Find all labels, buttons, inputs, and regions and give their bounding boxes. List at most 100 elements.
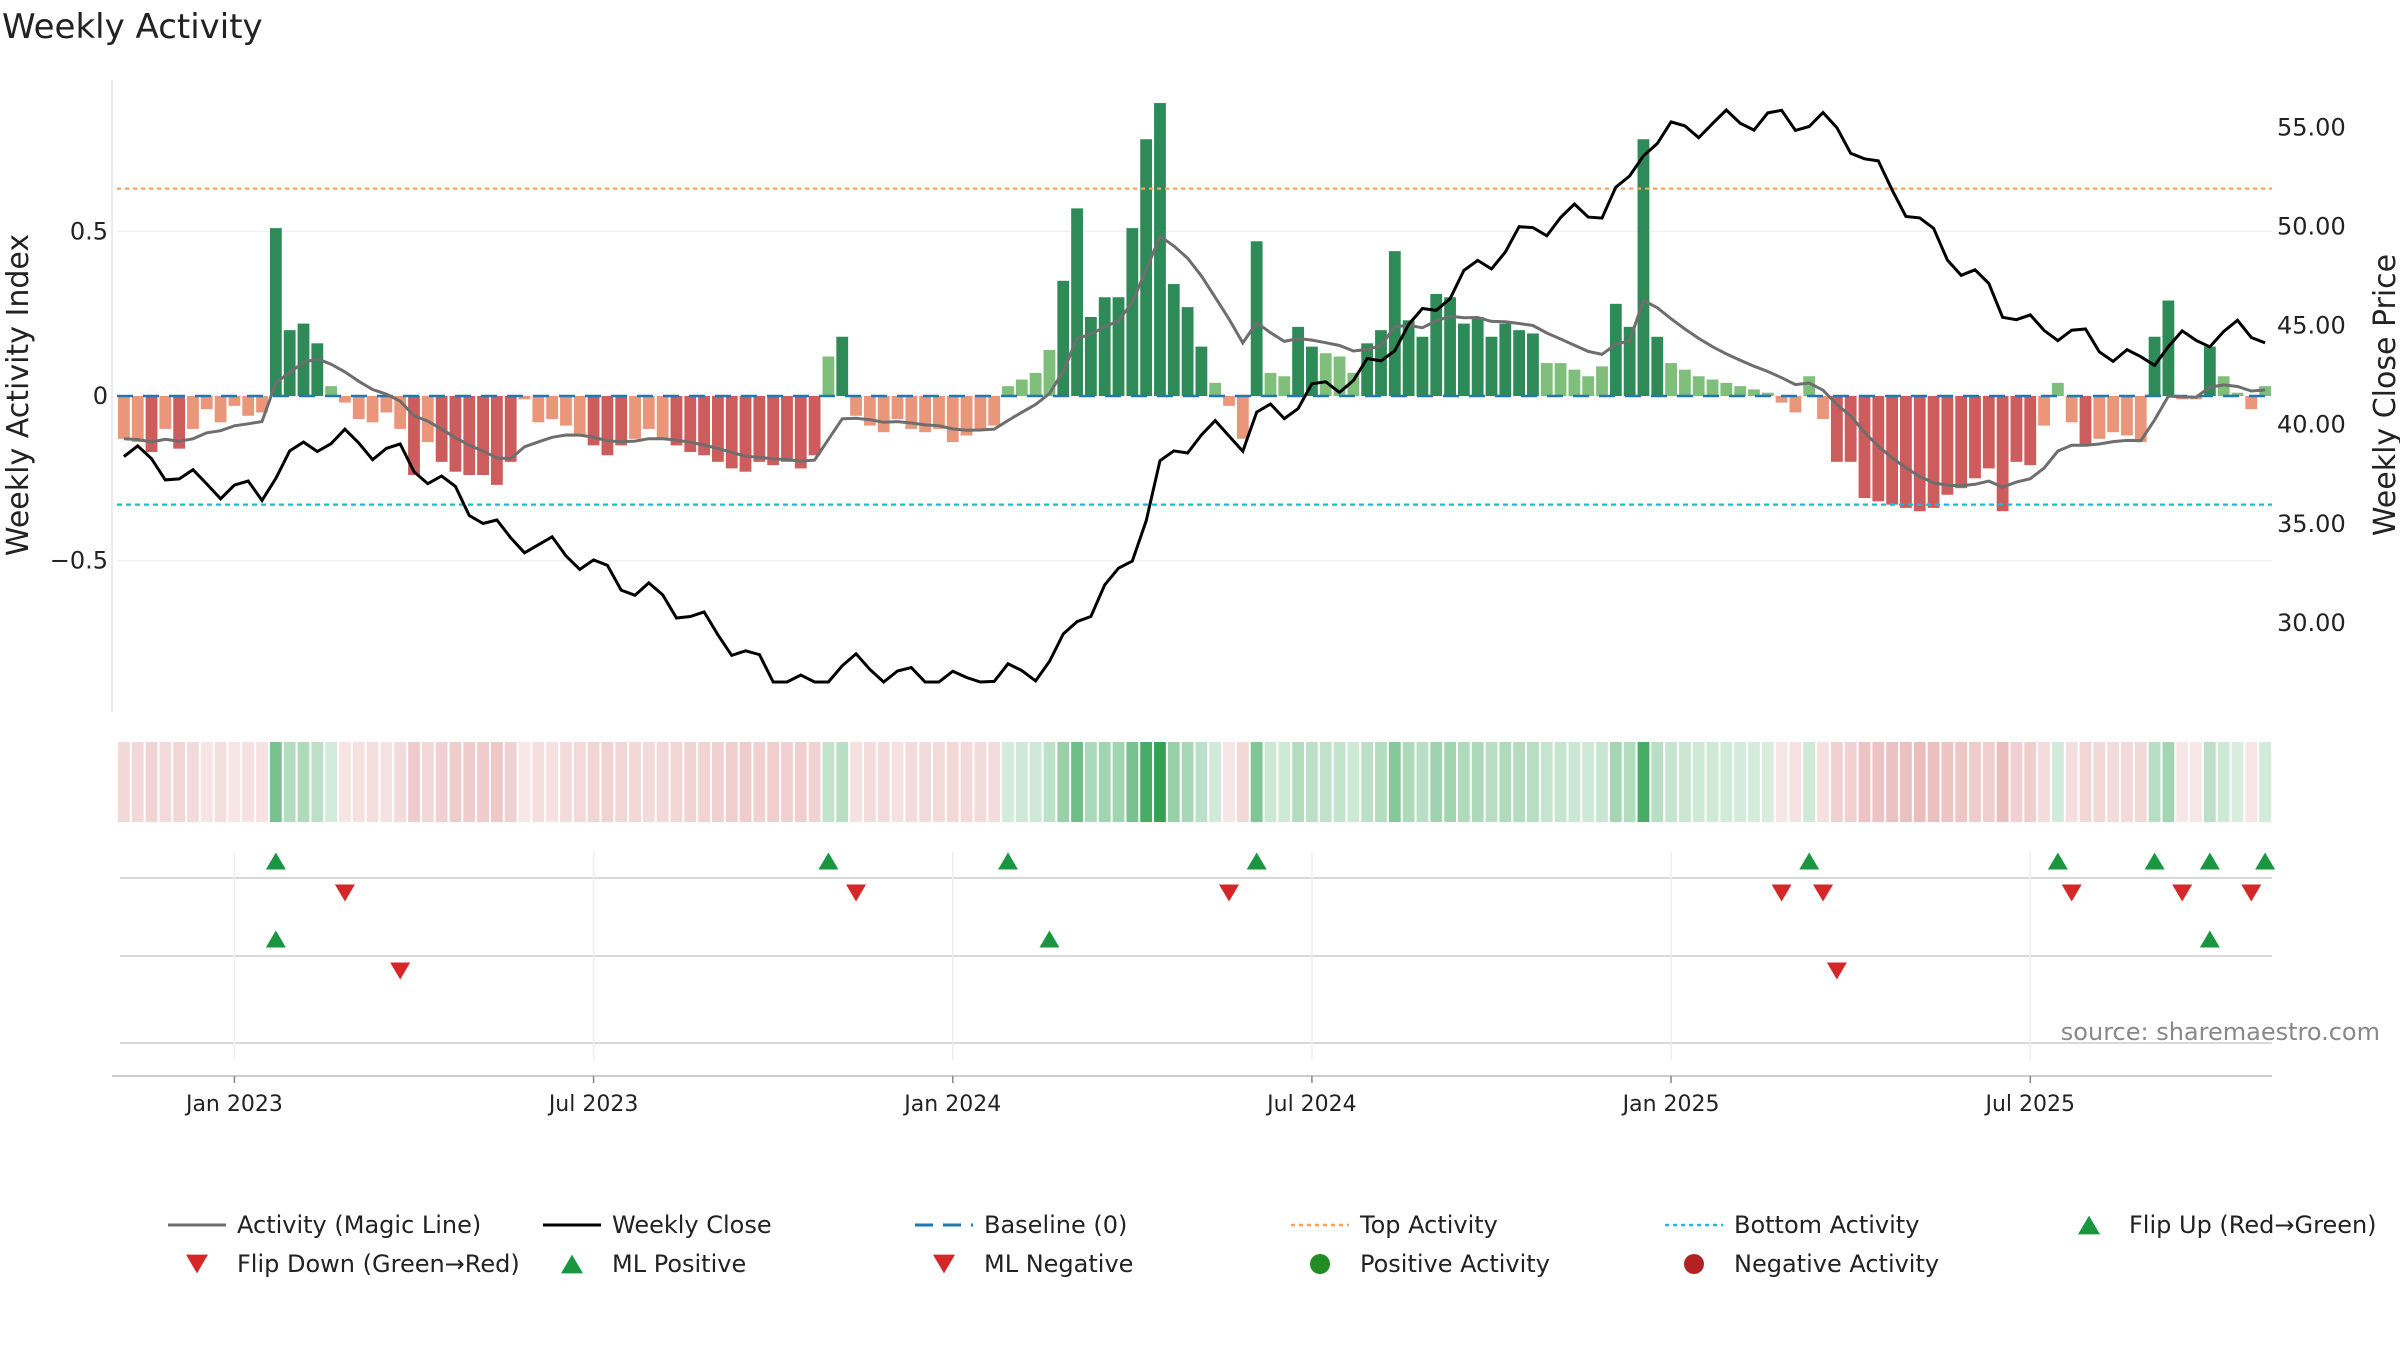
heat-cell <box>863 742 876 822</box>
heat-cell <box>2134 742 2147 822</box>
activity-bar <box>1955 396 1968 489</box>
heat-cell <box>1955 742 1968 822</box>
heat-cell <box>1623 742 1636 822</box>
activity-bar <box>2203 346 2216 396</box>
heat-cell <box>1900 742 1912 822</box>
activity-bar <box>1982 396 1995 469</box>
heat-cell <box>1029 742 1042 822</box>
activity-bar <box>684 396 697 452</box>
activity-bar <box>200 396 213 410</box>
heat-cell <box>421 742 434 822</box>
heat-cell <box>933 742 945 822</box>
legend-item-7: ML Positive <box>561 1250 746 1278</box>
activity-bar <box>781 396 793 462</box>
heat-cell <box>2024 742 2037 822</box>
heat-cell <box>2107 742 2120 822</box>
activity-bar <box>1112 297 1125 396</box>
activity-bar <box>836 336 849 396</box>
activity-bar <box>670 396 683 446</box>
activity-bar <box>1471 317 1484 396</box>
activity-bar <box>173 396 186 449</box>
heat-cell <box>1568 742 1581 822</box>
heat-cell <box>1154 742 1166 822</box>
activity-bar <box>1181 307 1194 396</box>
heat-cell <box>1471 742 1484 822</box>
heat-cell <box>1582 742 1595 822</box>
heat-cell <box>1098 742 1111 822</box>
legend-swatch-triangle <box>561 1254 583 1274</box>
heat-cell <box>1250 742 1263 822</box>
activity-bar <box>394 396 407 429</box>
heat-cell <box>1071 742 1083 822</box>
legend-item-10: Negative Activity <box>1684 1250 1939 1278</box>
flip-down-marker <box>846 884 867 902</box>
heat-cell <box>560 742 572 822</box>
activity-bar <box>490 396 503 485</box>
heat-cell <box>891 742 904 822</box>
ml-positive-marker <box>2199 930 2220 948</box>
activity-bar <box>463 396 476 475</box>
heat-cell <box>1416 742 1429 822</box>
activity-bar <box>1609 303 1622 396</box>
legend-swatch-circle <box>1310 1254 1330 1274</box>
x-tick-label: Jan 2025 <box>1621 1092 1720 1117</box>
legend-label: Flip Down (Green→Red) <box>237 1250 520 1278</box>
heat-cell <box>2245 742 2258 822</box>
heat-cell <box>2217 742 2230 822</box>
activity-bar <box>1209 382 1222 396</box>
x-tick-label: Jan 2024 <box>902 1092 1001 1117</box>
activity-bar <box>421 396 434 443</box>
y-right-tick-label: 55.00 <box>2277 114 2346 142</box>
heat-cell <box>435 742 448 822</box>
heat-cell <box>1319 742 1332 822</box>
heat-cell <box>1665 742 1677 822</box>
activity-bar <box>1388 251 1401 396</box>
activity-bar <box>1665 363 1677 396</box>
flip-up-marker <box>265 852 286 870</box>
heat-cell <box>339 742 351 822</box>
heat-cell <box>1402 742 1415 822</box>
legend-label: Bottom Activity <box>1734 1211 1919 1239</box>
heat-cell <box>767 742 780 822</box>
activity-bar <box>380 396 393 413</box>
heat-cell <box>1996 742 2009 822</box>
flip-up-marker <box>2255 852 2276 870</box>
activity-bar <box>1582 376 1595 396</box>
activity-bar <box>504 396 517 462</box>
x-tick-label: Jul 2025 <box>1983 1092 2075 1117</box>
activity-bar <box>187 396 199 429</box>
activity-bar <box>725 396 738 469</box>
x-tick-label: Jul 2023 <box>547 1092 639 1117</box>
flip-up-marker <box>2047 852 2068 870</box>
activity-bar <box>477 396 489 475</box>
activity-bar <box>1015 379 1028 396</box>
activity-bar <box>1706 379 1719 396</box>
legend-item-6: Flip Down (Green→Red) <box>186 1250 520 1278</box>
legend-swatch-triangle <box>2078 1215 2100 1235</box>
activity-bar <box>1223 396 1235 406</box>
heat-cell <box>1803 742 1816 822</box>
activity-bar <box>2079 396 2092 446</box>
activity-bar <box>1692 376 1705 396</box>
ml-positive-marker <box>265 930 286 948</box>
heat-cell <box>670 742 683 822</box>
flip-up-marker <box>2199 852 2220 870</box>
heat-cell <box>1333 742 1346 822</box>
activity-bar <box>1858 396 1871 499</box>
activity-bar <box>601 396 614 456</box>
activity-bar <box>283 330 296 396</box>
heat-cell <box>698 742 711 822</box>
activity-bar <box>1817 396 1829 420</box>
activity-bar <box>131 396 144 443</box>
activity-bar <box>1319 353 1332 396</box>
activity-bar <box>2010 396 2023 462</box>
magic-line <box>123 234 2266 489</box>
activity-bar <box>863 396 876 426</box>
activity-bar <box>1761 392 1774 396</box>
activity-bar <box>1236 396 1249 439</box>
activity-bar <box>1789 396 1802 413</box>
activity-bar <box>698 396 711 456</box>
activity-bar <box>1126 228 1139 396</box>
activity-bar <box>587 396 600 446</box>
heat-cell <box>1513 742 1526 822</box>
